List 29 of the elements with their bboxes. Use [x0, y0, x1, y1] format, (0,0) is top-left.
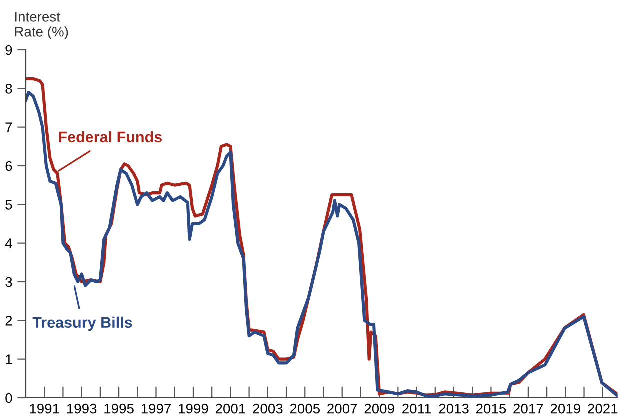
- x-tick-label: 2001: [216, 404, 246, 414]
- x-tick-label: 2019: [550, 404, 580, 414]
- y-tick-label: 7: [6, 122, 12, 132]
- x-tick-label: 2009: [364, 404, 394, 414]
- y-tick-label: 9: [6, 45, 12, 56]
- y-tick-label: 4: [5, 238, 12, 248]
- x-tick-label: 2021: [588, 404, 618, 414]
- y-tick-label: 2: [6, 316, 12, 326]
- annotation: Treasury Bills: [32, 316, 132, 332]
- x-tick-label: 1995: [104, 404, 134, 414]
- x-tick-label: 1999: [179, 404, 208, 414]
- y-axis-title: Interest Rate (%): [15, 12, 68, 40]
- x-tick-label: 1993: [67, 404, 97, 414]
- y-tick-label: 5: [6, 200, 12, 210]
- x-tick-label: 2007: [328, 404, 358, 414]
- x-tick-label: 2011: [402, 404, 432, 414]
- y-tick-label: 1: [6, 354, 12, 364]
- y-tick-label: 8: [6, 84, 12, 94]
- x-tick-label: 2003: [253, 404, 283, 414]
- annotation: Federal Funds: [59, 131, 162, 143]
- x-tick-label: 2015: [476, 404, 506, 414]
- y-tick-label: 3: [6, 277, 12, 288]
- x-tick-label: 2005: [290, 404, 320, 414]
- x-tick-label: 1997: [142, 404, 172, 414]
- x-tick-label: 2017: [514, 404, 544, 414]
- y-tick-label: 0: [6, 393, 12, 404]
- y-tick-label: 6: [6, 161, 12, 172]
- x-tick-label: 2013: [439, 404, 469, 414]
- x-tick-label: 1991: [30, 404, 60, 414]
